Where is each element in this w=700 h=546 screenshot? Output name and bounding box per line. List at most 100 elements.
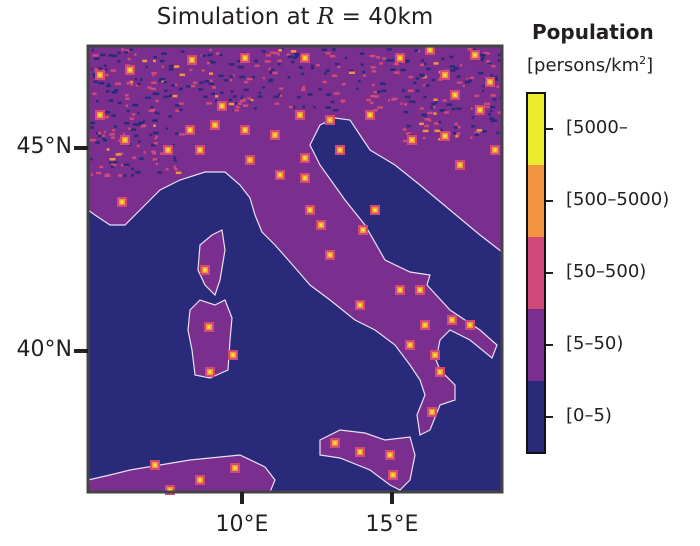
density-cell: [370, 66, 376, 69]
density-cell: [408, 89, 414, 92]
city-center: [373, 208, 377, 212]
density-cell: [210, 92, 215, 95]
density-cell: [434, 122, 439, 125]
density-cell: [152, 73, 155, 77]
density-cell: [215, 99, 218, 103]
density-cell: [229, 75, 234, 78]
density-cell: [95, 171, 101, 175]
density-cell: [104, 115, 109, 119]
density-cell: [155, 135, 158, 138]
city-center: [278, 173, 282, 177]
density-cell: [90, 67, 93, 71]
density-cell: [186, 85, 191, 88]
density-cell: [310, 64, 314, 68]
density-cell: [123, 174, 127, 177]
density-cell: [114, 89, 118, 92]
density-cell: [272, 71, 278, 75]
colorbar-segment: [527, 165, 545, 237]
density-cell: [230, 90, 234, 93]
density-cell: [158, 79, 162, 82]
density-cell: [419, 63, 424, 67]
density-cell: [206, 102, 212, 105]
density-cell: [173, 159, 177, 162]
density-cell: [386, 59, 392, 62]
density-cell: [424, 84, 430, 87]
density-cell: [133, 103, 139, 107]
density-cell: [97, 67, 102, 70]
density-cell: [244, 80, 249, 84]
density-cell: [420, 74, 425, 78]
density-cell: [233, 109, 240, 112]
density-cell: [442, 99, 447, 102]
density-cell: [474, 131, 480, 135]
density-cell: [136, 144, 140, 148]
density-cell: [171, 94, 178, 98]
density-cell: [95, 132, 100, 135]
city-center: [303, 176, 307, 180]
city-center: [273, 133, 277, 137]
density-cell: [424, 62, 427, 65]
density-cell: [246, 77, 253, 81]
density-cell: [409, 100, 413, 103]
density-cell: [456, 75, 461, 78]
density-cell: [387, 99, 390, 102]
density-cell: [470, 107, 473, 110]
density-cell: [493, 119, 498, 122]
density-cell: [129, 48, 134, 51]
density-cell: [340, 99, 346, 103]
city-center: [453, 93, 457, 97]
density-cell: [175, 109, 180, 112]
density-cell: [207, 53, 213, 57]
density-cell: [485, 105, 490, 109]
density-cell: [163, 89, 168, 93]
city-center: [298, 113, 302, 117]
density-cell: [151, 150, 156, 153]
city-center: [338, 148, 342, 152]
density-cell: [360, 63, 364, 66]
density-cell: [380, 82, 386, 85]
density-cell: [268, 67, 271, 70]
city-center: [248, 158, 252, 162]
density-cell: [135, 171, 141, 174]
density-cell: [103, 64, 107, 67]
density-cell: [125, 97, 130, 100]
density-cell: [329, 55, 336, 58]
density-cell: [254, 59, 258, 63]
density-cell: [159, 78, 166, 81]
density-cell: [107, 82, 110, 86]
density-cell: [491, 64, 496, 68]
density-cell: [379, 62, 383, 65]
density-cell: [451, 107, 456, 111]
density-cell: [402, 89, 406, 92]
city-center: [468, 323, 472, 327]
density-cell: [234, 102, 238, 105]
density-cell: [210, 61, 216, 64]
density-cell: [154, 92, 160, 96]
density-cell: [348, 71, 355, 74]
density-cell: [98, 135, 102, 138]
density-cell: [488, 113, 491, 116]
density-cell: [454, 126, 458, 129]
legend-unit-sup: 2: [639, 54, 647, 67]
city-center: [231, 353, 235, 357]
density-cell: [150, 105, 154, 109]
density-cell: [114, 125, 117, 128]
density-cell: [474, 133, 480, 136]
density-cell: [174, 83, 178, 87]
city-center: [213, 123, 217, 127]
density-cell: [474, 94, 480, 98]
density-cell: [228, 102, 235, 106]
density-cell: [450, 69, 456, 72]
density-cell: [391, 58, 394, 62]
density-cell: [192, 81, 198, 84]
density-cell: [219, 53, 223, 57]
density-cell: [325, 69, 330, 72]
density-cell: [132, 156, 136, 159]
density-cell: [93, 57, 100, 60]
density-cell: [130, 83, 134, 86]
city-center: [308, 208, 312, 212]
density-cell: [254, 107, 257, 110]
density-cell: [236, 59, 243, 63]
density-cell: [151, 71, 157, 75]
density-cell: [471, 48, 476, 52]
